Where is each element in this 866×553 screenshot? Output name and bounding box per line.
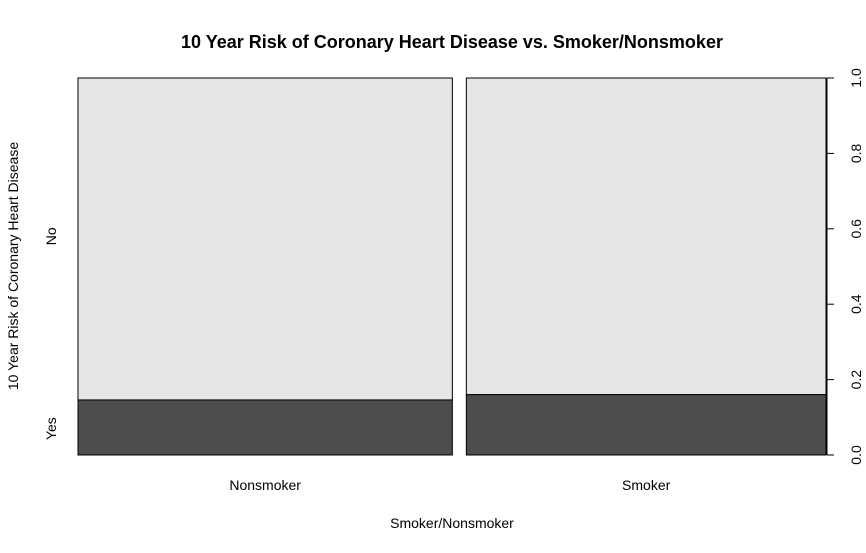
y-tick-label: 0.2	[848, 370, 864, 390]
bar-smoker-no	[465, 77, 827, 396]
y-tick-label: 0.8	[848, 143, 864, 163]
x-axis-label: Smoker/Nonsmoker	[390, 515, 514, 531]
x-tick-label-nonsmoker: Nonsmoker	[229, 477, 301, 493]
y-tick-label: 0.6	[848, 219, 864, 239]
y-axis: 0.0 0.2 0.4 0.6 0.8 1.0	[826, 68, 864, 465]
bar-nonsmoker-no	[77, 77, 453, 401]
bar-smoker-yes	[465, 394, 827, 456]
x-tick-label-smoker: Smoker	[622, 477, 671, 493]
level-label-yes: Yes	[43, 417, 59, 440]
y-tick-label: 0.4	[848, 294, 864, 314]
bar-nonsmoker-yes	[77, 399, 453, 456]
y-tick-label: 1.0	[848, 68, 864, 88]
level-label-no: No	[43, 227, 59, 245]
y-tick-label: 0.0	[848, 445, 864, 465]
chart-title: 10 Year Risk of Coronary Heart Disease v…	[181, 32, 723, 52]
y-axis-label: 10 Year Risk of Coronary Heart Disease	[5, 142, 21, 390]
